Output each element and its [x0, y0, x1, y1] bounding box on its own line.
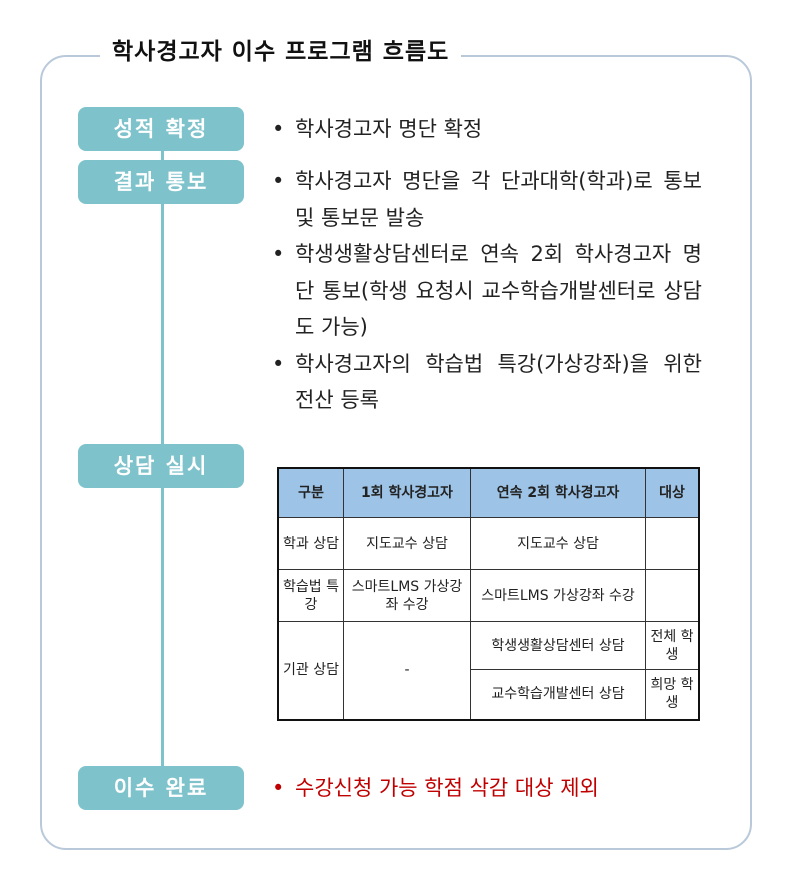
step4-bullets: 수강신청 가능 학점 삭감 대상 제외 — [272, 770, 702, 807]
cell — [645, 517, 700, 570]
row-label: 학습법 특강 — [277, 569, 344, 622]
header-cell: 연속 2회 학사경고자 — [470, 467, 646, 518]
cell: - — [343, 621, 471, 720]
cell: 학생생활상담센터 상담 — [470, 621, 646, 670]
step2-bullets: 학사경고자 명단을 각 단과대학(학과)로 통보 및 통보문 발송 학생생활상담… — [272, 163, 702, 419]
table-row: 기관 상담 - 학생생활상담센터 상담 전체 학생 — [277, 621, 700, 720]
header-cell: 1회 학사경고자 — [343, 467, 471, 518]
step-grade-confirm: 성적 확정 — [78, 107, 244, 151]
cell: 희망 학생 — [645, 669, 700, 720]
step-counseling: 상담 실시 — [78, 444, 244, 488]
cell: 지도교수 상담 — [470, 517, 646, 570]
step-result-notice: 결과 통보 — [78, 160, 244, 204]
table-row: 학습법 특강 스마트LMS 가상강좌 수강 스마트LMS 가상강좌 수강 — [277, 569, 700, 622]
bullet-item: 학사경고자 명단 확정 — [272, 111, 702, 148]
row-label: 기관 상담 — [277, 621, 344, 720]
bullet-item: 수강신청 가능 학점 삭감 대상 제외 — [272, 770, 702, 807]
page-title: 학사경고자 이수 프로그램 흐름도 — [100, 36, 462, 68]
bullet-item: 학사경고자의 학습법 특강(가상강좌)을 위한 전산 등록 — [272, 346, 702, 419]
counseling-table: 구분 1회 학사경고자 연속 2회 학사경고자 대상 학과 상담 지도교수 상담… — [277, 467, 700, 721]
bullet-item: 학사경고자 명단을 각 단과대학(학과)로 통보 및 통보문 발송 — [272, 163, 702, 236]
header-cell: 구분 — [277, 467, 344, 518]
cell: 교수학습개발센터 상담 — [470, 669, 646, 720]
cell — [645, 569, 700, 622]
cell: 스마트LMS 가상강좌 수강 — [470, 569, 646, 622]
table-row: 교수학습개발센터 상담 희망 학생 — [278, 669, 700, 720]
step-completion: 이수 완료 — [78, 766, 244, 810]
row-label: 학과 상담 — [277, 517, 344, 570]
cell: 전체 학생 — [645, 621, 700, 670]
header-cell: 대상 — [645, 467, 700, 518]
cell: 지도교수 상담 — [343, 517, 471, 570]
bullet-item: 학생생활상담센터로 연속 2회 학사경고자 명단 통보(학생 요청시 교수학습개… — [272, 236, 702, 346]
cell: 스마트LMS 가상강좌 수강 — [343, 569, 471, 622]
step1-bullets: 학사경고자 명단 확정 — [272, 111, 702, 148]
table-row: 학과 상담 지도교수 상담 지도교수 상담 — [277, 517, 700, 570]
table-header-row: 구분 1회 학사경고자 연속 2회 학사경고자 대상 — [277, 467, 700, 518]
